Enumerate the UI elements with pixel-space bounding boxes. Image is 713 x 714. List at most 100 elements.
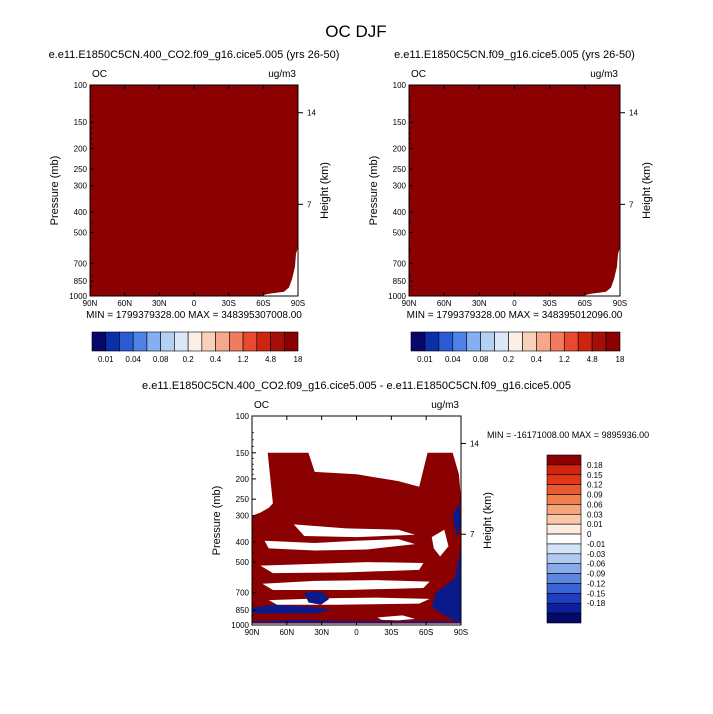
colorbar-swatch [546,543,582,555]
x-tick-label: 30N [472,299,487,308]
y-axis-label: Pressure (mb) [368,156,380,226]
y-tick-label: 150 [236,449,250,458]
y-tick-label: 250 [236,495,250,504]
x-tick-label: 90N [402,299,417,308]
near-zero-region [431,529,449,557]
y-tick-label: 500 [74,228,88,237]
colorbar-label: 1.2 [559,355,571,364]
x-tick-label: 30N [152,299,167,308]
y-tick-label: 200 [74,145,88,154]
near-zero-region [262,580,430,590]
colorbar-label: 0.12 [587,481,603,490]
panel-title: e.e11.E1850C5CN.400_CO2.f09_g16.cice5.00… [142,380,571,392]
colorbar-swatch [410,331,426,352]
near-zero-region [260,562,424,574]
x-tick-label: 30S [384,628,398,637]
x-tick-label: 30S [222,299,236,308]
colorbar-swatch [546,494,582,505]
x-tick-label: 60S [256,299,270,308]
near-zero-region [293,524,416,538]
x-tick-label: 30N [314,628,329,637]
y-tick-label: 850 [236,606,250,615]
panel-difference-plot: e.e11.E1850C5CN.400_CO2.f09_g16.cice5.00… [142,380,649,637]
colorbar-swatch [546,583,582,594]
x-tick-label: 90N [245,628,260,637]
y-tick-label: 200 [393,145,407,154]
colorbar-swatch [174,331,189,352]
colorbar-label: 0.03 [587,510,603,519]
colorbar-swatch [546,454,582,466]
x-tick-label: 90S [613,299,627,308]
colorbar-label: 0 [587,530,592,539]
colorbar-label: 0.2 [183,355,195,364]
x-tick-label: 90S [454,628,468,637]
y-tick-label: 400 [236,538,250,547]
y-tick-label: 700 [236,589,250,598]
y-tick-label: 400 [393,208,407,217]
y-tick-label: 500 [236,558,250,567]
y-axis-label: Pressure (mb) [49,156,61,226]
negative-difference-region [252,604,332,614]
y-tick-label: 700 [74,259,88,268]
y-tick-label: 100 [74,81,88,90]
panel-title: e.e11.E1850C5CN.400_CO2.f09_g16.cice5.00… [49,49,340,61]
figure-title: OC DJF [325,22,386,41]
colorbar-label: 0.15 [587,471,603,480]
colorbar-swatch [546,504,582,515]
colorbar-label: 18 [294,355,303,364]
y-tick-label: 150 [74,118,88,127]
colorbar-swatch [424,331,440,352]
variable-label: OC [411,69,426,80]
near-zero-region [264,539,416,551]
min-max-stats: MIN = 1799379328.00 MAX = 348395012096.0… [407,310,623,321]
colorbar-label: -0.01 [587,540,606,549]
y-tick-label: 400 [74,208,88,217]
y-tick-label: 100 [236,412,250,421]
x-tick-label: 30S [543,299,557,308]
colorbar-label: 0.09 [587,491,603,500]
variable-label: OC [92,69,107,80]
x-tick-label: 60N [437,299,452,308]
colorbar-label: -0.09 [587,570,606,579]
colorbar-label: 0.4 [531,355,543,364]
colorbar-swatch [546,464,582,476]
colorbar-swatch [563,331,579,352]
y-tick-label: 1000 [388,292,406,301]
colorbar-label: 0.04 [445,355,461,364]
variable-label: OC [254,400,269,411]
colorbar-label: 0.08 [473,355,489,364]
colorbar-label: 0.4 [210,355,222,364]
x-tick-label: 0 [512,299,517,308]
colorbar-label: 0.01 [98,355,114,364]
x-tick-label: 60N [117,299,132,308]
colorbar-label: 4.8 [265,355,277,364]
colorbar-swatch [546,593,582,604]
colorbar-swatch [229,331,244,352]
y-tick-label: 100 [393,81,407,90]
y-tick-label: 300 [236,512,250,521]
colorbar-swatch [546,612,582,624]
height-tick-label: 7 [629,200,634,209]
colorbar-swatch [522,331,537,352]
colorbar-swatch [591,331,607,352]
colorbar-swatch [160,331,175,352]
colorbar-swatch [546,553,582,565]
colorbar-swatch [466,331,481,352]
y-tick-label: 850 [74,277,88,286]
colorbar-swatch [132,331,148,352]
colorbar-swatch [494,331,509,352]
colorbar-swatch [256,331,271,352]
colorbar-label: 18 [616,355,625,364]
colorbar-label: 0.01 [587,520,603,529]
x-tick-label: 0 [354,628,359,637]
min-max-stats: MIN = -16171008.00 MAX = 9895936.00 [487,430,649,440]
y-axis-label: Pressure (mb) [211,486,223,556]
units-label: ug/m3 [431,400,459,411]
colorbar-swatch [546,474,582,485]
colorbar-label: -0.06 [587,560,606,569]
x-tick-label: 60S [419,628,433,637]
colorbar-swatch [201,331,216,352]
colorbar-swatch [146,331,161,352]
missing-data-region [260,247,298,296]
